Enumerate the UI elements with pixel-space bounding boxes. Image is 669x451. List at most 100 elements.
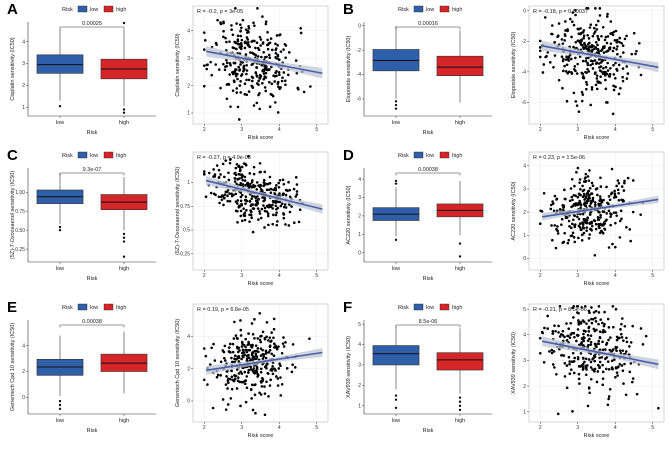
- scatter-point: [216, 18, 219, 22]
- scatter-point: [569, 17, 572, 21]
- scatter-point: [586, 42, 590, 46]
- scatter-point: [541, 71, 545, 74]
- outlier-point-low: [58, 403, 62, 407]
- scatter-point: [546, 327, 549, 330]
- scatter-point: [263, 392, 267, 395]
- scatter-point: [260, 55, 263, 59]
- scatter-point: [256, 207, 260, 210]
- scatter-point: [239, 63, 242, 66]
- scatter-point: [280, 351, 284, 355]
- scatter-point: [247, 353, 250, 357]
- scatter-point: [243, 82, 247, 86]
- y-axis-title: AC220 sensitivity (IC50): [346, 185, 352, 244]
- y-axis-title: (5Z)-7-Oxozeaenol sensitivity (IC50): [10, 171, 16, 260]
- scatter-point: [591, 67, 595, 70]
- y-tick-label: 1: [358, 232, 361, 238]
- scatter-point: [628, 370, 632, 374]
- scatter-point: [576, 203, 579, 207]
- scatter-point: [250, 63, 254, 66]
- scatter-point: [594, 40, 598, 44]
- scatter-point: [230, 387, 234, 391]
- pvalue-label: 8.5e-06: [419, 319, 438, 325]
- scatter-point: [254, 46, 257, 50]
- scatter-point: [252, 371, 255, 374]
- legend-swatch-low: [77, 5, 88, 13]
- scatter-point: [589, 103, 592, 107]
- scatter-point: [612, 196, 616, 199]
- scatter-point: [222, 356, 226, 360]
- scatter-point: [259, 393, 263, 396]
- scatter-point: [565, 339, 569, 342]
- scatter-point: [241, 183, 245, 186]
- scatter-point: [599, 318, 603, 321]
- scatter-point: [551, 238, 554, 242]
- x-tick-label: 5: [315, 425, 318, 431]
- y-axis-title: Genentech Cpd 10 sensitivity (IC50): [10, 323, 16, 412]
- x-axis-title: Risk score: [584, 281, 610, 287]
- scatter-point: [571, 11, 575, 14]
- scatter-point: [232, 193, 235, 197]
- scatter-point: [576, 27, 580, 31]
- scatter-point: [596, 34, 599, 38]
- scatter-point: [202, 173, 206, 176]
- scatter-point: [243, 211, 247, 215]
- y-tick-label: 1.00: [15, 190, 25, 196]
- scatter-point: [613, 189, 616, 193]
- scatter-point: [596, 218, 600, 222]
- scatter-point: [236, 105, 240, 109]
- scatter-point: [259, 347, 263, 350]
- scatter-point: [548, 350, 551, 353]
- scatter-point: [611, 49, 615, 53]
- scatter-point: [595, 87, 599, 91]
- scatter-point: [284, 83, 287, 87]
- scatter-point: [276, 80, 280, 84]
- scatter-point: [224, 190, 228, 194]
- scatter-point: [284, 56, 287, 60]
- scatter-point: [258, 338, 262, 342]
- scatter-point: [239, 23, 242, 26]
- outlier-point-high: [122, 111, 126, 114]
- y-tick-label: -6: [522, 100, 527, 106]
- regression-line: [205, 50, 323, 75]
- scatter-point: [578, 382, 581, 385]
- scatter-point: [567, 238, 571, 242]
- y-tick-label: 4: [358, 342, 361, 348]
- scatter-point: [598, 356, 601, 360]
- scatter-point: [603, 220, 606, 224]
- scatter-point: [269, 340, 272, 344]
- scatter-point: [570, 72, 574, 75]
- scatter-point: [263, 198, 267, 202]
- y-tick-label: 0: [187, 399, 190, 405]
- scatter-point: [253, 24, 256, 27]
- scatter-point: [564, 70, 568, 73]
- scatter-point: [277, 345, 280, 348]
- scatter-point: [538, 39, 542, 43]
- legend-swatch-low: [413, 151, 424, 159]
- scatter-point: [275, 34, 279, 37]
- scatter-point: [600, 229, 603, 233]
- scatter-point: [261, 15, 264, 18]
- scatter-point: [589, 366, 593, 369]
- scatter-point: [541, 331, 545, 335]
- scatter-point: [639, 327, 643, 330]
- scatter-point: [617, 181, 621, 185]
- scatter-point: [576, 328, 580, 331]
- scatter-point: [609, 42, 613, 45]
- scatter-point: [575, 72, 579, 75]
- scatter-point: [241, 348, 245, 352]
- y-tick-label: 2: [358, 214, 361, 220]
- scatter-point: [262, 178, 266, 182]
- scatter-point: [581, 212, 585, 216]
- scatter-point: [584, 70, 587, 74]
- y-tick-label: 0.50: [15, 228, 25, 234]
- scatter-point: [571, 20, 574, 24]
- scatter-point: [268, 80, 271, 84]
- x-tick-label: 2: [203, 127, 206, 133]
- scatter-point: [290, 370, 294, 374]
- scatter-point: [264, 76, 267, 79]
- scatter-point: [595, 61, 599, 65]
- scatter-point: [599, 176, 602, 180]
- scatter-point: [607, 209, 611, 213]
- scatter-point: [584, 357, 588, 361]
- legend-swatch-low: [77, 303, 88, 311]
